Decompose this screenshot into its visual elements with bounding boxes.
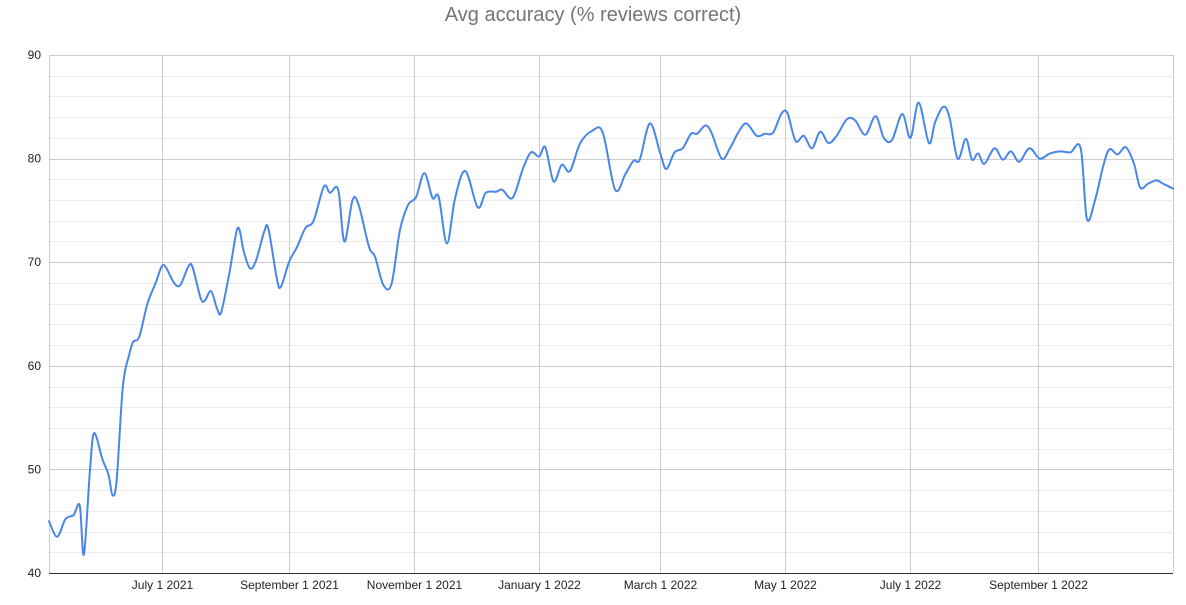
y-tick-label: 90: [28, 48, 42, 62]
y-tick-label: 40: [28, 566, 42, 580]
x-tick-label: July 1 2021: [132, 578, 194, 592]
y-tick-label: 50: [28, 462, 42, 476]
x-tick-label: May 1 2022: [754, 578, 817, 592]
minor-gridlines: [49, 76, 1173, 553]
x-tick-label: September 1 2022: [989, 578, 1088, 592]
x-tick-label: March 1 2022: [624, 578, 698, 592]
x-tick-label: July 1 2022: [880, 578, 942, 592]
series-line: [48, 101, 1174, 556]
chart-title: Avg accuracy (% reviews correct): [444, 4, 742, 26]
major-gridlines: [49, 55, 1173, 574]
x-tick-label: November 1 2021: [367, 578, 463, 592]
x-tick-label: January 1 2022: [498, 578, 581, 592]
plot-area-frame: [49, 55, 1174, 574]
y-tick-label: 70: [28, 255, 42, 269]
series-group: [48, 101, 1174, 556]
y-tick-label: 60: [28, 359, 42, 373]
x-tick-label: September 1 2021: [240, 578, 339, 592]
x-axis-tick-labels: July 1 2021 September 1 2021 November 1 20…: [132, 578, 1088, 592]
y-axis-tick-labels: 40 50 60 70 80 90: [28, 48, 42, 580]
x-gridlines: [162, 55, 1039, 573]
y-tick-label: 80: [28, 152, 42, 166]
